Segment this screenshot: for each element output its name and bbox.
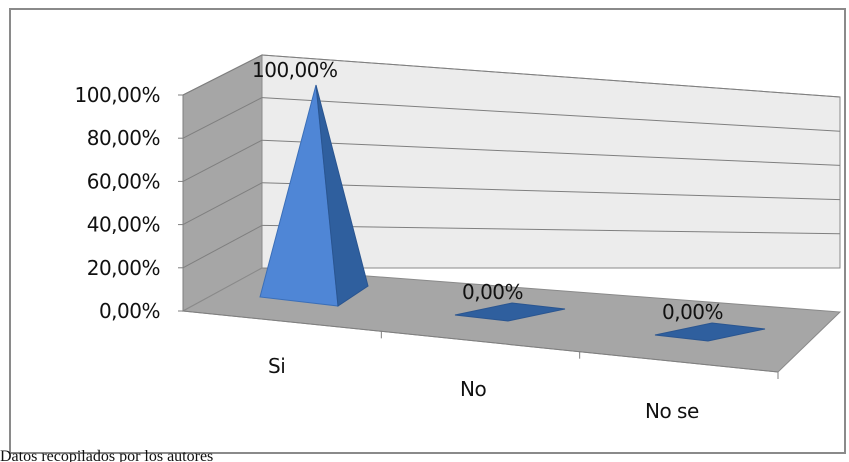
chart-labels: 100,00% Si 0,00% No 0,00% No se — [252, 58, 779, 423]
gridline-side — [182, 224, 263, 269]
pyramid-mark-no — [454, 302, 566, 322]
data-label: 0,00% — [462, 280, 523, 304]
y-tick-label: 100,00% — [75, 83, 160, 107]
gridline-back — [261, 224, 841, 235]
x-category-label: No — [460, 377, 486, 401]
figure-caption: Datos recopilados por los autores — [0, 449, 214, 462]
gridline-back — [261, 54, 841, 98]
gridline-side — [182, 139, 263, 182]
chart-marks — [259, 84, 766, 342]
x-category-label: No se — [645, 399, 699, 423]
data-label: 0,00% — [662, 300, 723, 324]
pyramid-mark-no-se — [654, 322, 766, 342]
y-tick-label: 60,00% — [87, 169, 160, 193]
y-axis-ticks: 0,00% 20,00% 40,00% 60,00% 80,00% 100,00% — [75, 83, 183, 323]
gridline-back — [261, 182, 841, 201]
side-wall — [182, 54, 263, 312]
gridline-side — [182, 54, 263, 96]
gridline-back — [261, 139, 841, 166]
x-axis-line — [182, 310, 779, 373]
pyramid-mark-shade-si — [315, 84, 369, 307]
data-label: 100,00% — [252, 58, 337, 82]
gridline-side — [182, 182, 263, 226]
y-tick-label: 40,00% — [87, 213, 160, 237]
gridlines — [182, 54, 841, 269]
y-tick-label: 80,00% — [87, 126, 160, 150]
gridline-side — [182, 97, 263, 139]
x-category-label: Si — [268, 354, 285, 378]
gridline-back — [261, 97, 841, 132]
y-tick-label: 0,00% — [99, 299, 160, 323]
y-tick-label: 20,00% — [87, 256, 160, 280]
